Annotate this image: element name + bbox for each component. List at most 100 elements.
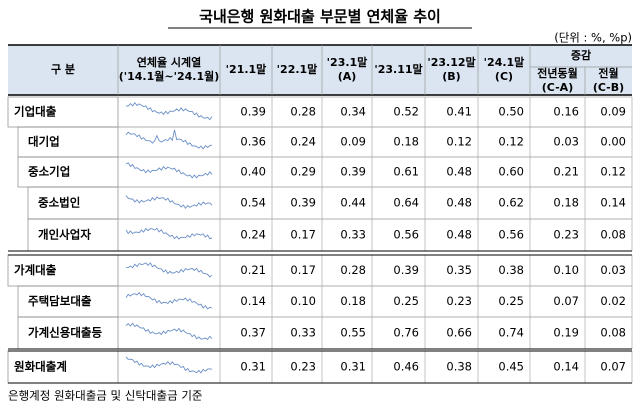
- cell-value: 0.31: [340, 360, 366, 374]
- row-label: 중소법인: [38, 196, 80, 210]
- header-text: '22.1말: [277, 63, 318, 76]
- cell-value: 0.60: [498, 165, 524, 179]
- cell-value: 0.48: [446, 196, 472, 210]
- header-text: (C-B): [593, 81, 624, 94]
- row-label: 주택담보대출: [28, 294, 92, 308]
- cell-value: 0.61: [393, 165, 419, 179]
- sparkline: [125, 262, 213, 278]
- cell-value: 0.55: [340, 326, 366, 340]
- cell-value: 0.64: [393, 196, 419, 210]
- header-text: (A): [338, 70, 357, 83]
- cell-value: 0.74: [498, 326, 524, 340]
- sparkline: [125, 227, 213, 240]
- cell-value: 0.17: [290, 228, 316, 242]
- header-text: '23.12말: [427, 56, 475, 69]
- cell-value: 0.39: [290, 196, 316, 210]
- cell-value: 0.39: [240, 105, 266, 119]
- cell-value: 0.18: [393, 135, 419, 149]
- cell-value: 0.54: [240, 196, 266, 210]
- header-text: '23.1말: [327, 56, 368, 69]
- cell-value: 0.25: [393, 294, 419, 308]
- cell-value: 0.17: [290, 263, 316, 277]
- cell-value: 0.18: [553, 196, 579, 210]
- row-label: 대기업: [28, 135, 60, 149]
- cell-value: 0.44: [340, 196, 366, 210]
- header-text: 증감: [571, 48, 591, 62]
- sparkline: [125, 356, 213, 374]
- cell-value: 0.39: [340, 165, 366, 179]
- cell-value: 0.39: [393, 263, 419, 277]
- row-label: 개인사업자: [38, 228, 91, 242]
- cell-value: 0.35: [446, 263, 472, 277]
- cell-value: 0.08: [600, 326, 626, 340]
- cell-value: 0.38: [446, 360, 472, 374]
- cell-value: 0.09: [340, 135, 366, 149]
- cell-value: 0.66: [446, 326, 472, 340]
- cell-value: 0.12: [498, 135, 524, 149]
- cell-value: 0.14: [553, 360, 579, 374]
- cell-value: 0.18: [340, 294, 366, 308]
- cell-value: 0.50: [498, 105, 524, 119]
- cell-value: 0.00: [600, 135, 626, 149]
- cell-value: 0.40: [240, 165, 266, 179]
- row-label: 가계대출: [14, 263, 57, 277]
- cell-value: 0.25: [498, 294, 524, 308]
- header-text: (C): [495, 70, 513, 83]
- sparkline: [125, 322, 213, 341]
- cell-value: 0.33: [340, 228, 366, 242]
- cell-value: 0.48: [446, 165, 472, 179]
- cell-value: 0.56: [498, 228, 524, 242]
- cell-value: 0.23: [290, 360, 316, 374]
- unit: (단위 : %, %p): [554, 31, 632, 45]
- cell-value: 0.14: [240, 294, 266, 308]
- header-text: ('14.1월~'24.1월): [119, 69, 220, 83]
- sparkline: [125, 195, 213, 209]
- cell-value: 0.19: [553, 326, 579, 340]
- cell-value: 0.24: [290, 135, 316, 149]
- row-label: 중소기업: [28, 165, 70, 179]
- cell-value: 0.23: [553, 228, 579, 242]
- row-label: 기업대출: [14, 105, 57, 119]
- cell-value: 0.41: [446, 105, 472, 119]
- header-text: '21.1말: [226, 63, 267, 76]
- header-text: (C-A): [542, 81, 573, 94]
- cell-value: 0.10: [553, 263, 579, 277]
- cell-value: 0.37: [240, 326, 266, 340]
- cell-value: 0.48: [446, 228, 472, 242]
- cell-value: 0.29: [290, 165, 316, 179]
- cell-value: 0.16: [553, 105, 579, 119]
- cell-value: 0.03: [553, 135, 579, 149]
- cell-value: 0.14: [600, 196, 626, 210]
- cell-value: 0.62: [498, 196, 524, 210]
- cell-value: 0.56: [393, 228, 419, 242]
- cell-value: 0.38: [498, 263, 524, 277]
- cell-value: 0.36: [240, 135, 266, 149]
- cell-value: 0.09: [600, 105, 626, 119]
- cell-value: 0.24: [240, 228, 266, 242]
- cell-value: 0.33: [290, 326, 316, 340]
- cell-value: 0.23: [446, 294, 472, 308]
- footnote: 은행계정 원화대출금 및 신탁대출금 기준: [8, 389, 202, 403]
- cell-value: 0.02: [600, 294, 626, 308]
- cell-value: 0.76: [393, 326, 419, 340]
- header-text: 전년동월: [537, 66, 577, 80]
- cell-value: 0.07: [553, 294, 579, 308]
- header-text: 구 분: [51, 63, 75, 76]
- header-text: '24.1말: [484, 56, 525, 69]
- cell-value: 0.28: [340, 263, 366, 277]
- cell-value: 0.12: [446, 135, 472, 149]
- cell-value: 0.34: [340, 105, 366, 119]
- cell-value: 0.08: [600, 228, 626, 242]
- sparkline: [126, 101, 213, 121]
- cell-value: 0.21: [240, 263, 266, 277]
- cell-value: 0.10: [290, 294, 316, 308]
- sparkline: [125, 129, 213, 150]
- title: 국내은행 원화대출 부문별 연체율 추이: [199, 8, 441, 26]
- cell-value: 0.12: [600, 165, 626, 179]
- sparkline: [125, 291, 213, 310]
- cell-value: 0.03: [600, 263, 626, 277]
- header-text: 연체율 시계열: [137, 55, 202, 69]
- cell-value: 0.28: [290, 105, 316, 119]
- row-label: 가계신용대출등: [28, 326, 102, 340]
